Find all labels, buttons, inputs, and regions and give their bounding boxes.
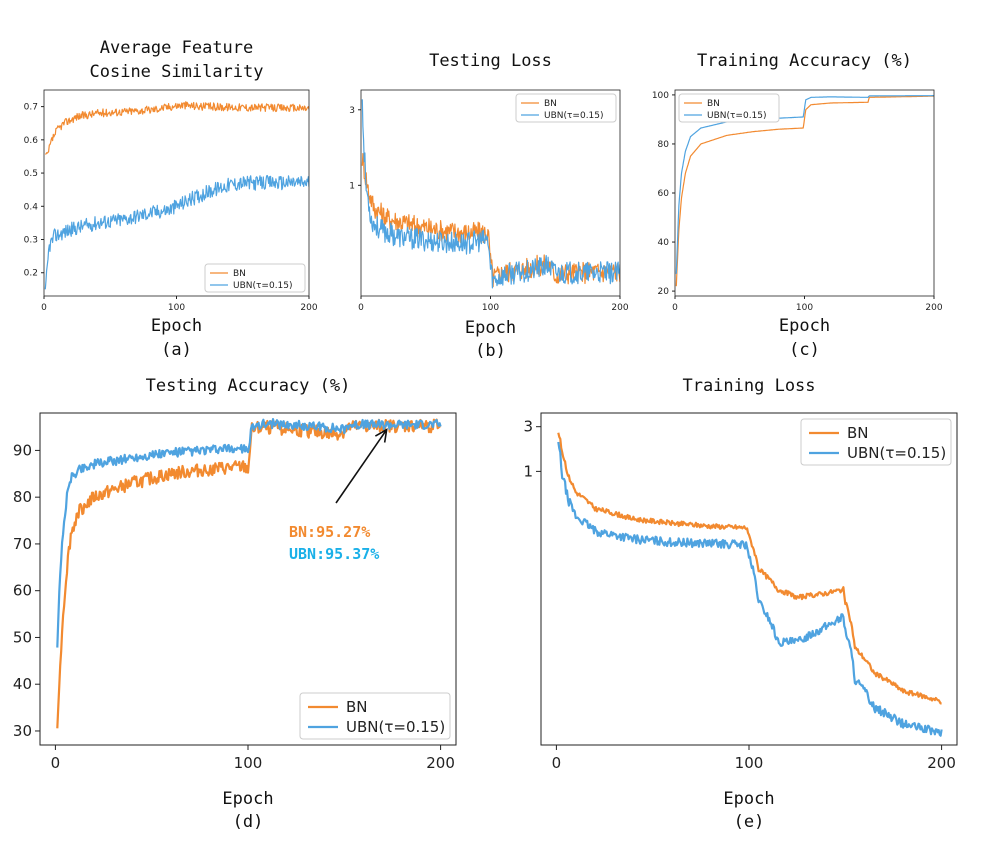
legend: BN UBN(τ=0.15) xyxy=(204,263,306,293)
y-tick-label: 40 xyxy=(658,238,670,248)
legend-box xyxy=(204,263,306,293)
legend-label: UBN(τ=0.15) xyxy=(544,111,604,121)
chart-b: Testing Loss 0 100 200 1 3 Epoch (b) BN UBN(τ=0.1… xyxy=(349,51,629,361)
panel-caption: (b) xyxy=(475,341,506,361)
legend-label: UBN(τ=0.15) xyxy=(707,111,767,121)
x-tick-label: 200 xyxy=(300,303,317,313)
chart-title: Testing Loss xyxy=(429,51,552,71)
annotation-arrow xyxy=(335,429,388,504)
chart-title: Training Accuracy (%) xyxy=(697,51,912,71)
x-tick-label: 200 xyxy=(925,303,942,313)
x-tick-label: 0 xyxy=(358,303,364,313)
series-line-ubn xyxy=(675,94,934,274)
x-tick-label: 100 xyxy=(796,303,813,313)
y-tick-label: 100 xyxy=(652,91,669,101)
x-axis-label: Epoch xyxy=(723,789,774,809)
legend-label: UBN(τ=0.15) xyxy=(847,444,946,462)
chart-title: Training Loss xyxy=(682,376,815,396)
series-line-ubn xyxy=(44,174,309,290)
panel-caption: (e) xyxy=(734,812,765,832)
x-axis-label: Epoch xyxy=(465,318,516,338)
y-tick-label: 0.6 xyxy=(24,136,39,146)
y-tick-label: 0.2 xyxy=(24,269,38,279)
y-tick-label: 3 xyxy=(523,418,533,436)
chart-d: Testing Accuracy (%) 0 100 200 30 40 50 60 70 80 9… xyxy=(13,376,457,832)
chart-a: Average Feature Cosine Similarity 0 100 200 0… xyxy=(24,38,318,360)
series-line-bn xyxy=(45,101,309,155)
x-tick-label: 0 xyxy=(41,303,47,313)
x-tick-label: 0 xyxy=(51,754,61,772)
y-tick-label: 0.7 xyxy=(24,103,38,113)
legend: BN UBN(τ=0.15) xyxy=(678,93,780,123)
y-tick-label: 90 xyxy=(13,441,32,459)
series-line-bn xyxy=(56,418,442,729)
y-tick-label: 40 xyxy=(13,675,32,693)
panel-caption: (d) xyxy=(233,812,264,832)
legend-label: BN xyxy=(346,698,368,716)
x-tick-label: 100 xyxy=(234,754,263,772)
y-tick-label: 0.4 xyxy=(24,202,39,212)
legend-label: UBN(τ=0.15) xyxy=(346,718,445,736)
x-tick-label: 0 xyxy=(552,754,562,772)
legend: BN UBN(τ=0.15) xyxy=(299,692,451,740)
legend-label: BN xyxy=(707,99,720,109)
chart-title: Average Feature xyxy=(100,38,254,58)
x-axis-label: Epoch xyxy=(222,789,273,809)
x-tick-label: 100 xyxy=(168,303,185,313)
legend-box xyxy=(515,93,617,123)
x-tick-label: 100 xyxy=(735,754,764,772)
legend: BN UBN(τ=0.15) xyxy=(515,93,617,123)
series-line-ubn xyxy=(56,418,442,648)
legend-label: BN xyxy=(233,269,246,279)
panel-caption: (a) xyxy=(161,340,192,360)
x-axis-label: Epoch xyxy=(151,316,202,336)
y-tick-label: 60 xyxy=(13,582,32,600)
chart-title: Testing Accuracy (%) xyxy=(146,376,351,396)
annotation-text: UBN:95.37% xyxy=(289,545,379,563)
x-tick-label: 0 xyxy=(672,303,678,313)
y-tick-label: 30 xyxy=(13,722,32,740)
y-tick-label: 1 xyxy=(349,181,355,191)
y-tick-label: 80 xyxy=(13,488,32,506)
y-tick-label: 20 xyxy=(658,287,670,297)
y-tick-label: 60 xyxy=(658,189,670,199)
chart-c: Training Accuracy (%) 0 100 200 20 40 60 80 100 E… xyxy=(652,51,943,360)
y-tick-label: 50 xyxy=(13,628,32,646)
series-line-bn xyxy=(675,95,934,287)
x-tick-label: 100 xyxy=(482,303,499,313)
series-line-bn xyxy=(557,432,942,705)
annotation-arrow-head xyxy=(374,428,388,443)
y-tick-label: 1 xyxy=(523,462,533,480)
x-tick-label: 200 xyxy=(611,303,628,313)
legend-label: BN xyxy=(847,424,869,442)
y-tick-label: 70 xyxy=(13,535,32,553)
chart-e: Training Loss 0 100 200 1 3 Epoch (e) BN UBN(τ=0.… xyxy=(523,376,958,832)
legend-label: UBN(τ=0.15) xyxy=(233,281,293,291)
x-axis-label: Epoch xyxy=(779,316,830,336)
legend-box xyxy=(678,93,780,123)
y-tick-label: 0.3 xyxy=(24,236,38,246)
y-tick-label: 0.5 xyxy=(24,169,38,179)
chart-title: Cosine Similarity xyxy=(90,62,264,82)
legend: BN UBN(τ=0.15) xyxy=(800,418,952,466)
annotation: BN:95.27% UBN:95.37% xyxy=(289,428,388,563)
y-tick-label: 3 xyxy=(349,106,355,116)
x-tick-label: 200 xyxy=(426,754,455,772)
x-tick-label: 200 xyxy=(927,754,956,772)
annotation-text: BN:95.27% xyxy=(289,523,370,541)
legend-label: BN xyxy=(544,99,557,109)
panel-caption: (c) xyxy=(789,340,820,360)
y-tick-label: 80 xyxy=(658,140,670,150)
series-line-ubn xyxy=(557,441,943,737)
series-line-ubn xyxy=(361,99,620,289)
